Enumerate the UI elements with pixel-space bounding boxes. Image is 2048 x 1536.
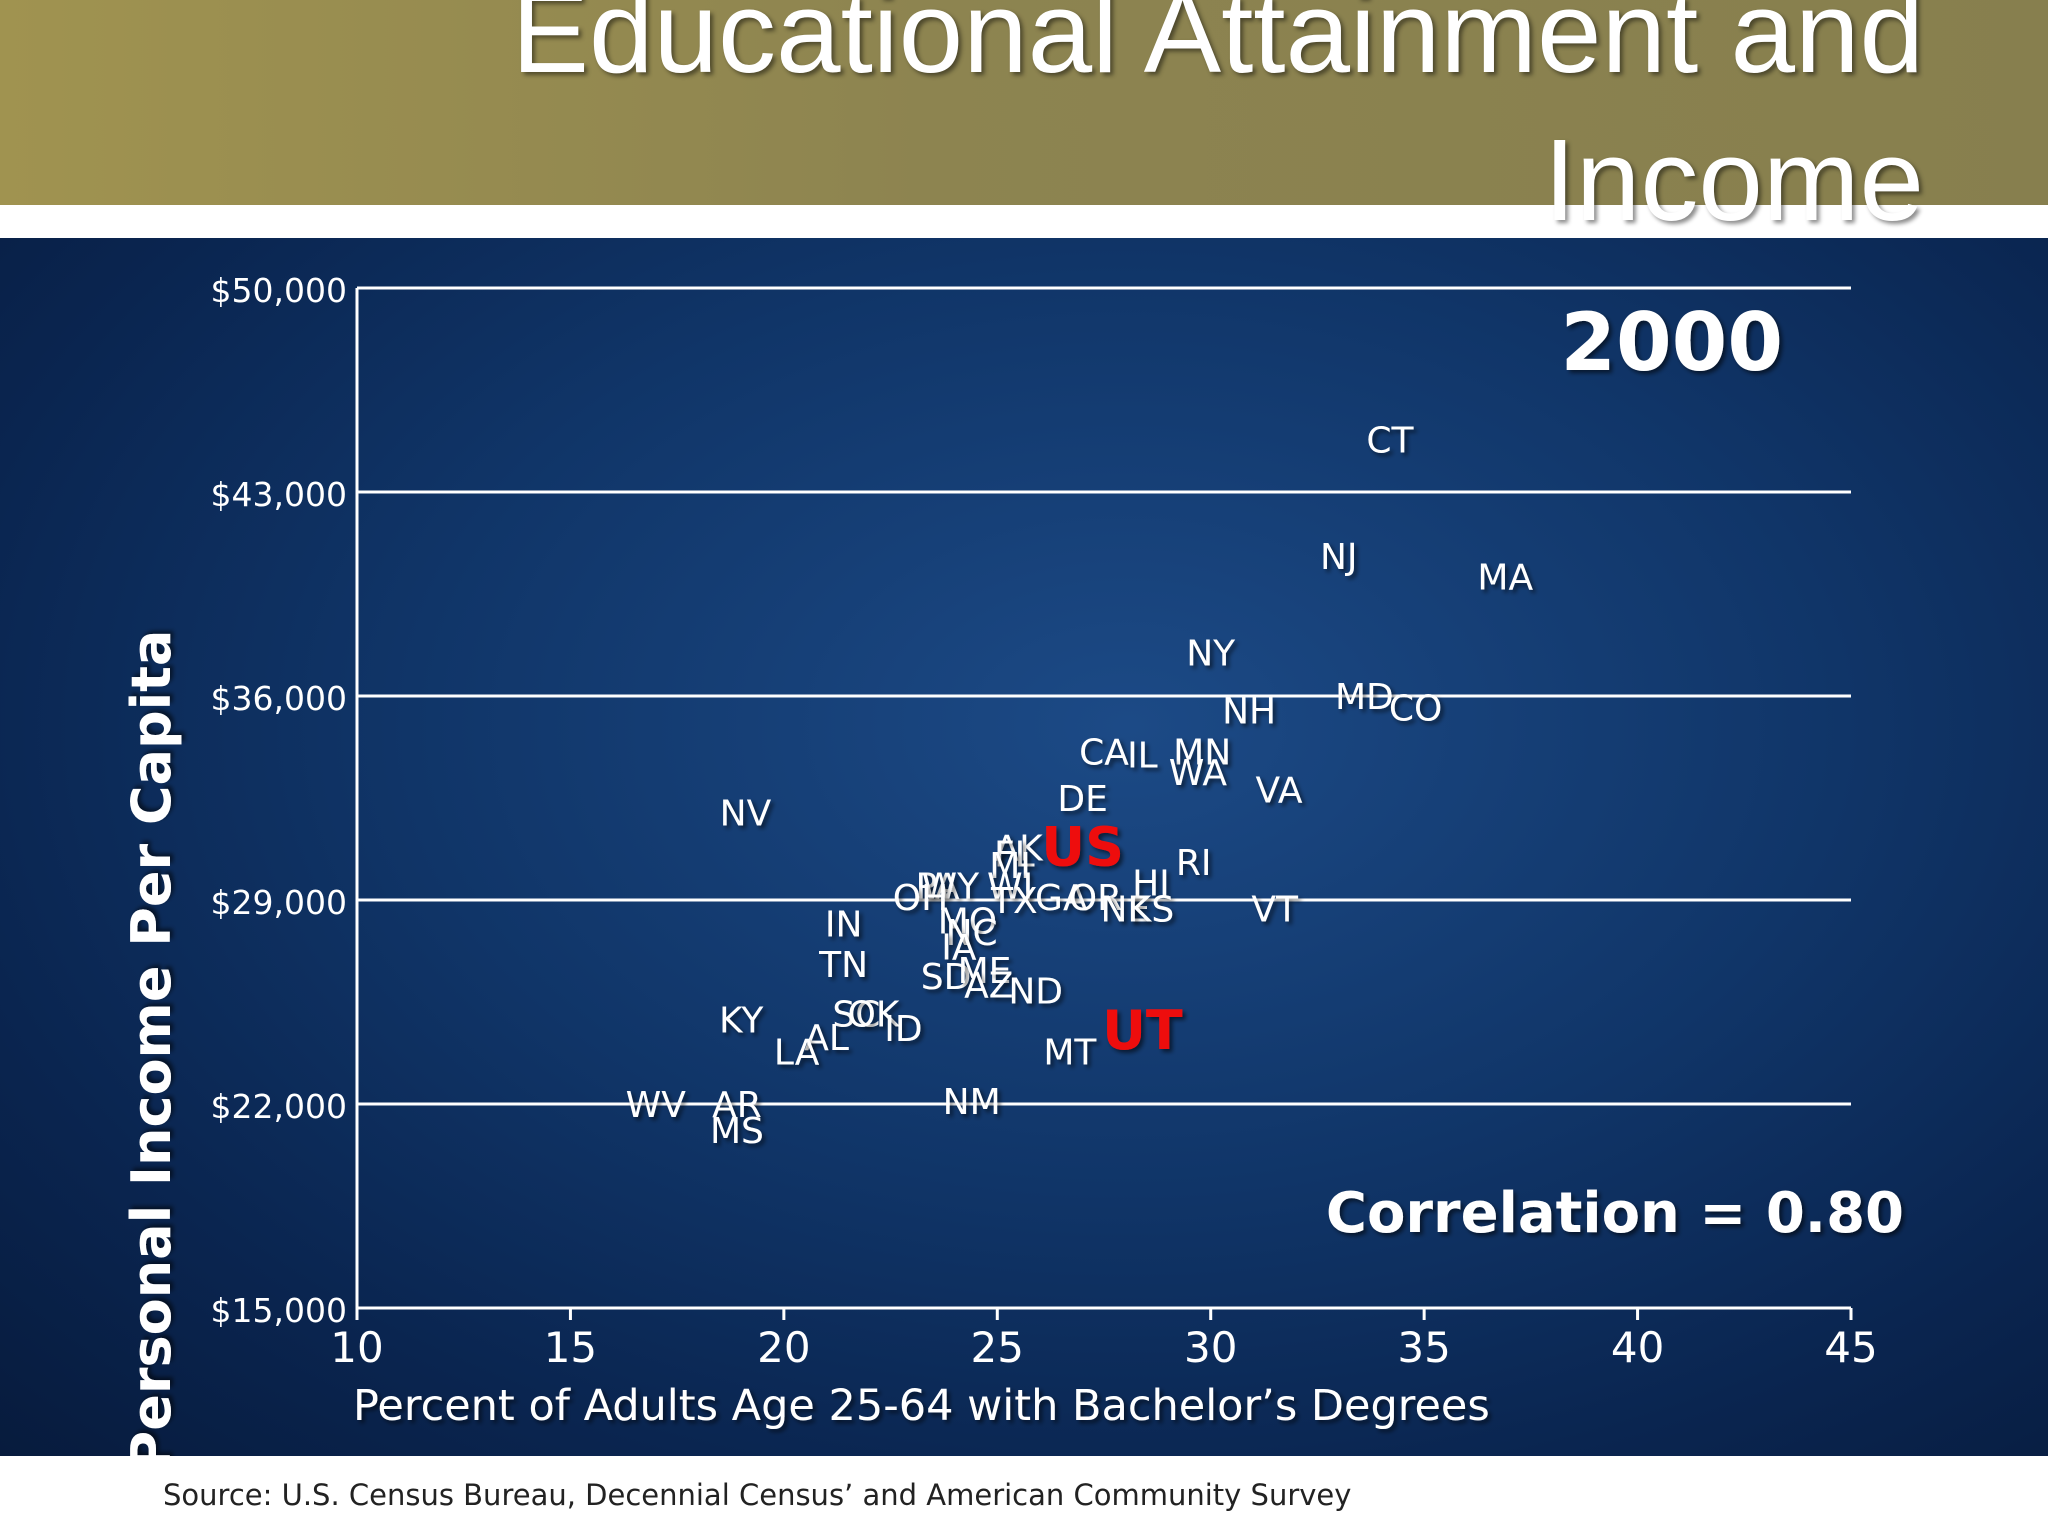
point-label-nh: NH [1222, 692, 1276, 733]
point-label-md: MD [1335, 677, 1394, 718]
point-label-nj: NJ [1320, 537, 1358, 578]
point-label-mi: MI [989, 846, 1031, 887]
point-label-or: OR [1069, 878, 1122, 919]
point-label-ak: AK [995, 829, 1045, 870]
point-label-co: CO [1389, 689, 1442, 730]
point-label-ks: KS [1128, 890, 1174, 931]
y-axis-label: Personal Income Per Capita [120, 630, 183, 1456]
point-label-nd: ND [1008, 971, 1063, 1012]
point-label-nv: NV [720, 794, 772, 835]
point-label-fl: FL [994, 834, 1035, 875]
point-label-tx: TX [990, 881, 1038, 922]
x-tick-label: 20 [757, 1323, 810, 1372]
point-label-ms: MS [710, 1111, 764, 1152]
point-label-wy: WY [922, 866, 981, 907]
point-label-vt: VT [1251, 890, 1299, 931]
point-label-al: AL [804, 1018, 849, 1059]
y-tick-label: $43,000 [211, 475, 347, 514]
point-label-ri: RI [1176, 843, 1212, 884]
point-label-wv: WV [626, 1085, 687, 1126]
x-tick-label: 35 [1397, 1323, 1450, 1372]
y-tick-label: $50,000 [211, 271, 347, 310]
point-label-sd: SD [921, 957, 972, 998]
point-label-ct: CT [1366, 421, 1414, 462]
y-tick-label: $36,000 [211, 679, 347, 718]
point-label-hi: HI [1132, 864, 1170, 905]
point-label-us: US [1041, 816, 1124, 879]
point-label-az: AZ [964, 966, 1013, 1007]
x-tick-label: 30 [1184, 1323, 1237, 1372]
point-label-in: IN [825, 904, 863, 945]
point-label-mt: MT [1043, 1033, 1097, 1074]
point-label-ne: NE [1100, 890, 1150, 931]
point-label-va: VA [1256, 770, 1303, 811]
point-label-nc: NC [946, 913, 998, 954]
y-tick-label: $29,000 [211, 883, 347, 922]
x-tick-label: 15 [544, 1323, 597, 1372]
year-label: 2000 [1560, 296, 1783, 389]
y-tick-label: $22,000 [211, 1087, 347, 1126]
point-label-ma: MA [1477, 558, 1533, 599]
x-axis-label: Percent of Adults Age 25-64 with Bachelo… [353, 1381, 1490, 1431]
x-tick-label: 40 [1611, 1323, 1664, 1372]
point-label-ok: OK [848, 995, 901, 1036]
point-label-wi: WI [987, 866, 1033, 907]
point-label-ia: IA [941, 928, 977, 969]
point-label-me: ME [958, 951, 1012, 992]
point-label-sc: SC [832, 995, 880, 1036]
point-label-ut: UT [1102, 999, 1183, 1062]
point-label-id: ID [884, 1009, 922, 1050]
chart-panel: $15,000 $22,000 $29,000 $36,000 $43,000 $50,0… [0, 238, 2048, 1456]
point-label-ar: AR [712, 1085, 762, 1126]
source-note: Source: U.S. Census Bureau, Decennial Ce… [163, 1478, 1352, 1512]
point-label-tn: TN [818, 945, 868, 986]
title-band: Educational Attainment and Income [0, 0, 2048, 245]
point-label-pa: PA [916, 866, 960, 907]
point-label-ny: NY [1186, 633, 1236, 674]
point-label-ga: GA [1035, 878, 1088, 919]
point-label-la: LA [774, 1033, 820, 1074]
point-label-ca: CA [1079, 732, 1129, 773]
x-tick-label: 10 [330, 1323, 383, 1372]
point-label-de: DE [1057, 779, 1107, 820]
point-label-nm: NM [943, 1082, 1001, 1123]
point-label-ky: KY [719, 1000, 764, 1041]
point-label-oh: OH [893, 878, 948, 919]
x-tick-label: 45 [1824, 1323, 1877, 1372]
slide-title: Educational Attainment and Income [511, 0, 1924, 245]
correlation-annotation: Correlation = 0.80 [1326, 1181, 1904, 1246]
point-label-il: IL [1127, 735, 1158, 776]
point-label-mo: MO [938, 901, 997, 942]
point-label-wa: WA [1169, 753, 1228, 794]
y-tick-label: $15,000 [211, 1291, 347, 1330]
scatter-chart: $15,000 $22,000 $29,000 $36,000 $43,000 $50,0… [120, 271, 1904, 1456]
x-tick-label: 25 [971, 1323, 1024, 1372]
point-label-mn: MN [1173, 732, 1231, 773]
